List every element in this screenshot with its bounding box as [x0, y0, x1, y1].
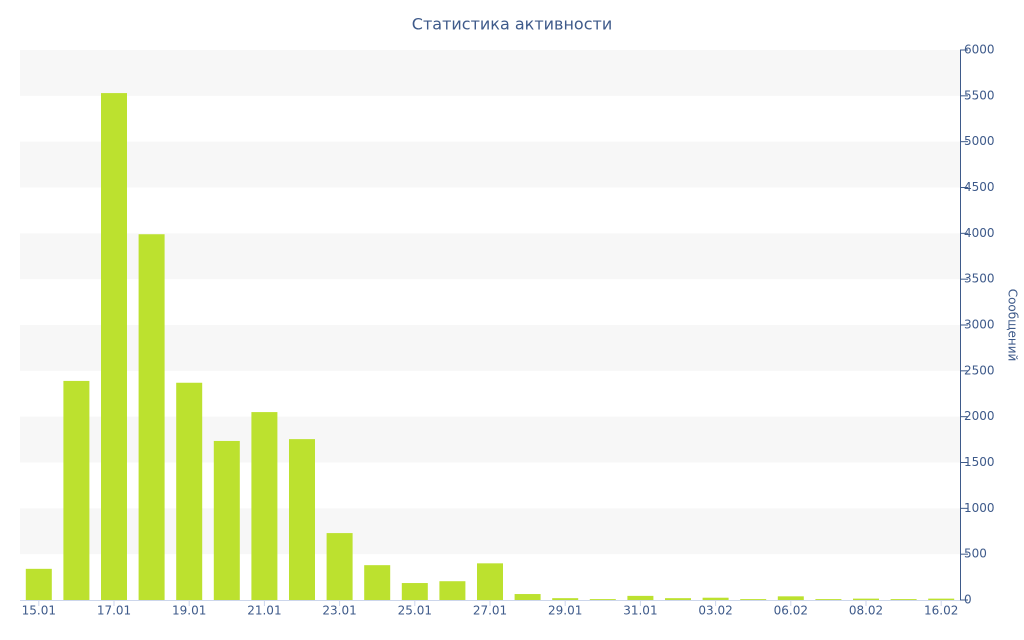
x-tick-label: 21.01	[247, 604, 281, 618]
bar	[25, 568, 52, 600]
bar	[589, 599, 616, 600]
bar	[289, 439, 315, 600]
chart-title: Статистика активности	[412, 15, 612, 34]
x-tick-label: 15.01	[22, 604, 56, 618]
grid-band	[20, 325, 960, 371]
bar	[777, 596, 804, 600]
bar	[815, 599, 842, 600]
x-tick-label: 27.01	[473, 604, 507, 618]
y-tick-label: 0	[964, 593, 972, 607]
y-tick-label: 2000	[964, 409, 995, 423]
y-tick-label: 3500	[964, 272, 995, 286]
y-tick-label: 1500	[964, 455, 995, 469]
x-tick-label: 08.02	[849, 604, 883, 618]
y-tick-label: 5500	[964, 88, 995, 102]
x-tick-label: 25.01	[398, 604, 432, 618]
x-tick-label: 03.02	[698, 604, 732, 618]
bar	[477, 563, 503, 600]
bar	[213, 440, 240, 600]
y-tick-label: 3000	[964, 318, 995, 332]
bar	[101, 93, 127, 600]
bar	[740, 599, 767, 600]
y-tick-label: 4000	[964, 226, 995, 240]
bar	[176, 382, 203, 600]
y-tick-label: 500	[964, 547, 987, 561]
y-axis-label: Сообщений	[1006, 289, 1020, 362]
bar	[63, 380, 90, 600]
y-tick-label: 4500	[964, 180, 995, 194]
x-tick-label: 31.01	[623, 604, 657, 618]
bar	[439, 581, 466, 600]
grid-band	[20, 233, 960, 280]
y-tick-label: 5000	[964, 134, 995, 148]
bar	[665, 598, 691, 600]
x-tick-label: 29.01	[548, 604, 582, 618]
bar	[627, 595, 654, 600]
bar	[138, 234, 165, 600]
y-tick-label: 2500	[964, 363, 995, 377]
bar	[890, 599, 917, 600]
grid-band	[20, 50, 960, 96]
bar	[251, 412, 278, 600]
bar	[514, 594, 541, 600]
y-tick-label: 1000	[964, 501, 995, 515]
y-tick-label: 6000	[964, 43, 995, 57]
bar	[552, 598, 579, 600]
x-tick-label: 23.01	[322, 604, 356, 618]
bar	[364, 565, 391, 600]
grid-band	[20, 141, 960, 188]
bar	[326, 533, 353, 600]
bar	[853, 598, 879, 600]
x-tick-label: 06.02	[774, 604, 808, 618]
x-tick-label: 17.01	[97, 604, 131, 618]
bar	[401, 583, 428, 600]
bar	[928, 598, 955, 600]
bar	[702, 597, 729, 600]
x-tick-label: 16.02	[924, 604, 958, 618]
x-tick-label: 19.01	[172, 604, 206, 618]
